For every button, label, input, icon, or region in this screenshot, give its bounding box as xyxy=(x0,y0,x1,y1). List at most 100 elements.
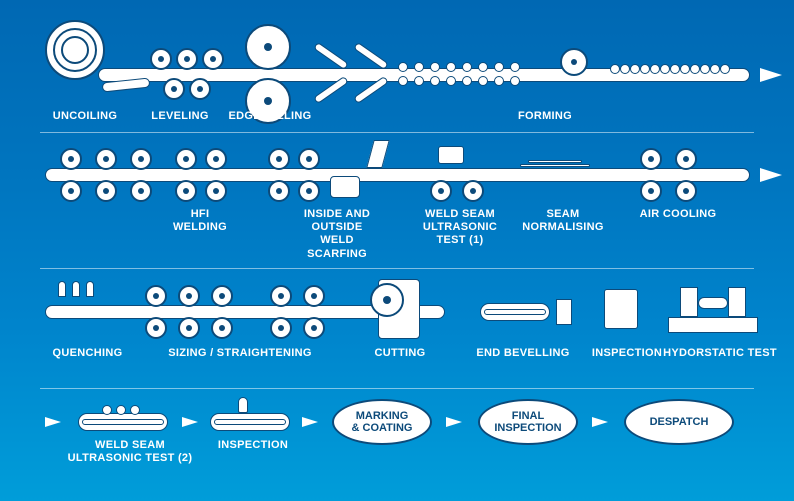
form-roller-icon xyxy=(414,76,424,86)
label-ut2: WELD SEAM ULTRASONIC TEST (2) xyxy=(60,439,200,465)
guide-icon xyxy=(313,42,349,70)
roller-icon xyxy=(176,48,198,70)
fin-pass-icon xyxy=(560,48,588,76)
roller-icon xyxy=(268,148,290,170)
scarf-tool-icon xyxy=(366,140,390,168)
form-roller-icon xyxy=(620,64,630,74)
form-roller-icon xyxy=(510,76,520,86)
form-roller-icon xyxy=(430,76,440,86)
roller-icon xyxy=(189,78,211,100)
roller-icon xyxy=(60,180,82,202)
roller-icon xyxy=(430,180,452,202)
form-roller-icon xyxy=(478,62,488,72)
form-roller-icon xyxy=(494,62,504,72)
form-roller-icon xyxy=(630,64,640,74)
row-2: HFI WELDING INSIDE AND OUTSIDE WELD SCAR… xyxy=(0,140,794,260)
roller-icon xyxy=(303,317,325,339)
pipe-piece-icon xyxy=(210,413,290,431)
form-roller-icon xyxy=(398,62,408,72)
form-roller-icon xyxy=(700,64,710,74)
row-4: MARKING & COATING FINAL INSPECTION DESPA… xyxy=(0,395,794,480)
roller-icon xyxy=(150,48,172,70)
strip-row2 xyxy=(45,168,750,182)
label-hfi-welding: HFI WELDING xyxy=(150,208,250,234)
roller-icon xyxy=(675,180,697,202)
form-roller-icon xyxy=(650,64,660,74)
ut-probe-icon xyxy=(116,405,126,415)
label-ut1: WELD SEAM ULTRASONIC TEST (1) xyxy=(410,208,510,248)
hydro-clamp-icon xyxy=(728,287,746,317)
roller-icon xyxy=(640,148,662,170)
roller-icon xyxy=(163,78,185,100)
roller-icon xyxy=(130,148,152,170)
roller-icon xyxy=(675,148,697,170)
oval-despatch: DESPATCH xyxy=(624,399,734,445)
form-roller-icon xyxy=(478,76,488,86)
form-roller-icon xyxy=(494,76,504,86)
label-scarfing: INSIDE AND OUTSIDE WELD SCARFING xyxy=(282,208,392,261)
roller-icon xyxy=(60,148,82,170)
nozzle-icon xyxy=(86,281,94,297)
label-inspection: INSPECTION xyxy=(582,347,672,360)
scarf-tool-icon xyxy=(330,176,360,198)
form-roller-icon xyxy=(462,62,472,72)
flow-arrow-icon xyxy=(592,417,608,427)
coil-icon xyxy=(45,20,105,80)
nozzle-icon xyxy=(72,281,80,297)
mill-disc-icon xyxy=(245,24,291,70)
label-quenching: QUENCHING xyxy=(40,347,135,360)
label-cutting: CUTTING xyxy=(360,347,440,360)
cutter-disc-icon xyxy=(370,283,404,317)
divider xyxy=(40,132,754,133)
flow-arrow-icon xyxy=(760,68,782,82)
label-seam-normalising: SEAM NORMALISING xyxy=(508,208,618,234)
flow-arrow-icon xyxy=(446,417,462,427)
form-roller-icon xyxy=(640,64,650,74)
inspection-station-icon xyxy=(604,289,638,329)
label-uncoiling: UNCOILING xyxy=(40,110,130,123)
label-forming: FORMING xyxy=(500,110,590,123)
heat-line-icon xyxy=(520,164,590,167)
divider xyxy=(40,268,754,269)
roller-icon xyxy=(270,285,292,307)
roller-icon xyxy=(95,148,117,170)
bevel-tool-icon xyxy=(556,299,572,325)
hydro-base-icon xyxy=(668,317,758,333)
form-roller-icon xyxy=(610,64,620,74)
hydro-pipe-icon xyxy=(698,297,728,309)
row-1: UNCOILING LEVELING EDGE MILLING FORMING xyxy=(0,18,794,123)
label-inspection2: INSPECTION xyxy=(208,439,298,452)
hydro-clamp-icon xyxy=(680,287,698,317)
ut-probe-icon xyxy=(102,405,112,415)
roller-icon xyxy=(462,180,484,202)
oval-marking: MARKING & COATING xyxy=(332,399,432,445)
row-3: QUENCHING SIZING / STRAIGHTENING CUTTING… xyxy=(0,275,794,380)
form-roller-icon xyxy=(660,64,670,74)
label-edge-milling: EDGE MILLING xyxy=(220,110,320,123)
form-roller-icon xyxy=(430,62,440,72)
label-hydro: HYDORSTATIC TEST xyxy=(660,347,780,360)
form-roller-icon xyxy=(398,76,408,86)
form-roller-icon xyxy=(414,62,424,72)
roller-icon xyxy=(175,148,197,170)
form-roller-icon xyxy=(446,62,456,72)
divider xyxy=(40,388,754,389)
roller-icon xyxy=(145,317,167,339)
roller-icon xyxy=(95,180,117,202)
form-roller-icon xyxy=(710,64,720,74)
roller-icon xyxy=(211,317,233,339)
form-roller-icon xyxy=(510,62,520,72)
form-roller-icon xyxy=(462,76,472,86)
flow-arrow-icon xyxy=(182,417,198,427)
pipe-piece-icon xyxy=(480,303,550,321)
form-roller-icon xyxy=(720,64,730,74)
roller-icon xyxy=(178,285,200,307)
label-sizing: SIZING / STRAIGHTENING xyxy=(150,347,330,360)
heat-line-icon xyxy=(528,160,582,163)
flow-arrow-icon xyxy=(302,417,318,427)
roller-icon xyxy=(178,317,200,339)
roller-icon xyxy=(205,148,227,170)
roller-icon xyxy=(268,180,290,202)
pipe-piece-icon xyxy=(78,413,168,431)
flow-arrow-icon xyxy=(760,168,782,182)
